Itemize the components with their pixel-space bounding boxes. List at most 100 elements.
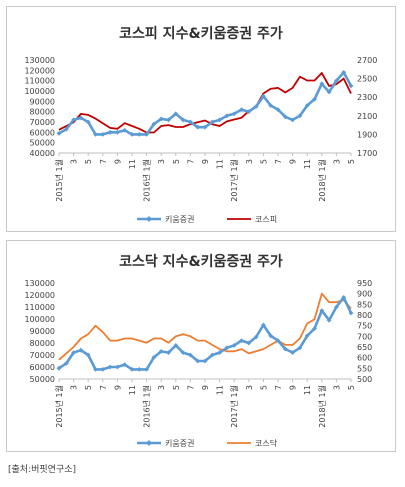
data-point <box>144 132 149 137</box>
y-right-tick-label: 600 <box>357 354 372 363</box>
x-tick-label: 9 <box>201 159 210 164</box>
x-tick-label: 3 <box>332 159 341 164</box>
data-point <box>217 117 222 123</box>
x-tick-label: 7 <box>186 385 195 390</box>
data-point <box>56 365 62 371</box>
x-tick-label: 3 <box>157 159 166 164</box>
y-left-tick-label: 50000 <box>30 139 55 148</box>
data-point <box>85 119 91 125</box>
data-point <box>290 117 295 123</box>
data-point <box>312 96 317 102</box>
y-right-tick-label: 700 <box>357 332 372 341</box>
x-tick-label: 11 <box>216 159 225 169</box>
data-point <box>341 70 347 75</box>
x-tick-label: 5 <box>172 385 181 390</box>
legend-label: 코스닥 <box>255 438 278 448</box>
x-tick-label: 2018년 1월 <box>317 385 327 428</box>
x-tick-label: 5 <box>84 385 93 390</box>
y-right-tick-label: 650 <box>357 343 372 352</box>
x-tick-label: 2018년 1월 <box>317 159 327 202</box>
x-tick-label: 3 <box>157 385 166 390</box>
y-right-tick-label: 2300 <box>357 93 377 102</box>
y-right-tick-label: 1700 <box>357 149 377 158</box>
data-point <box>224 113 230 119</box>
y-left-tick-label: 110000 <box>24 303 55 312</box>
y-right-tick-label: 2700 <box>357 56 377 65</box>
data-point <box>136 367 142 372</box>
x-tick-label: 11 <box>216 385 225 395</box>
data-point <box>78 115 84 121</box>
data-point <box>129 132 135 137</box>
y-left-tick-label: 40000 <box>30 149 55 158</box>
x-tick-label: 5 <box>259 385 268 390</box>
x-tick-label: 7 <box>99 385 108 390</box>
data-point <box>56 130 62 136</box>
data-point <box>107 129 113 135</box>
data-point <box>158 116 164 122</box>
data-point <box>122 362 128 367</box>
y-right-tick-label: 850 <box>357 300 372 309</box>
x-tick-label: 3 <box>245 159 254 164</box>
data-point <box>326 317 332 323</box>
x-tick-label: 3 <box>245 385 254 390</box>
data-point <box>180 117 186 123</box>
data-point <box>275 338 281 343</box>
y-left-tick-label: 80000 <box>30 108 55 117</box>
data-point <box>268 333 274 339</box>
data-point <box>202 124 208 130</box>
data-point <box>173 343 179 348</box>
y-right-tick-label: 900 <box>357 290 372 299</box>
data-point <box>217 350 222 355</box>
data-point <box>173 111 179 117</box>
x-tick-label: 2015년 1월 <box>54 159 64 202</box>
data-point <box>136 132 142 137</box>
x-tick-label: 9 <box>113 159 122 164</box>
data-point <box>71 350 76 355</box>
x-tick-label: 3 <box>70 159 79 164</box>
x-tick-label: 5 <box>259 159 268 164</box>
data-point <box>290 350 295 355</box>
y-left-tick-label: 90000 <box>30 327 55 336</box>
data-point <box>348 83 354 89</box>
kospi-chart-panel: 코스피 지수&키움증권 주가 40000 50000 60000 70000 80000… <box>6 6 396 232</box>
y-right-tick-label: 500 <box>357 375 372 384</box>
data-point <box>209 119 215 125</box>
x-tick-label: 9 <box>289 385 298 390</box>
y-left-tick-label: 70000 <box>30 351 55 360</box>
y-left-tick-label: 110000 <box>24 77 55 86</box>
x-tick-label: 3 <box>332 385 341 390</box>
x-tick-label: 7 <box>186 159 195 164</box>
kosdaq-chart-svg: 50000 60000 70000 80000 90000 100000 110000 120… <box>24 279 372 448</box>
data-point <box>261 93 266 99</box>
data-point <box>195 124 201 130</box>
legend-marker <box>146 440 152 446</box>
x-tick-label: 11 <box>128 159 137 169</box>
data-point <box>63 126 69 132</box>
data-point <box>122 127 128 133</box>
x-tick-label: 5 <box>347 385 356 390</box>
data-point <box>224 345 230 351</box>
data-point <box>282 114 288 120</box>
data-point <box>253 104 259 109</box>
data-point <box>304 333 310 339</box>
x-tick-label: 2017년 1월 <box>229 159 239 202</box>
x-tick-label: 5 <box>347 159 356 164</box>
data-point <box>334 304 339 310</box>
chart-title: 코스닥 지수&키움증권 주가 <box>119 254 283 270</box>
data-point <box>261 322 266 328</box>
source-note: [출처:버핏연구소] <box>8 465 77 475</box>
y-right-tick-label: 1900 <box>357 130 377 139</box>
data-point <box>188 119 193 125</box>
series-line-index <box>58 72 352 134</box>
x-tick-label: 2016년 1월 <box>142 159 152 202</box>
data-point <box>129 367 135 372</box>
data-point <box>231 343 237 348</box>
data-point <box>100 132 106 137</box>
x-tick-label: 5 <box>84 159 93 164</box>
data-point <box>71 117 76 123</box>
x-tick-label: 2015년 1월 <box>54 385 64 428</box>
y-left-tick-label: 80000 <box>30 339 55 348</box>
data-point <box>166 117 171 123</box>
x-tick-label: 11 <box>303 385 312 395</box>
